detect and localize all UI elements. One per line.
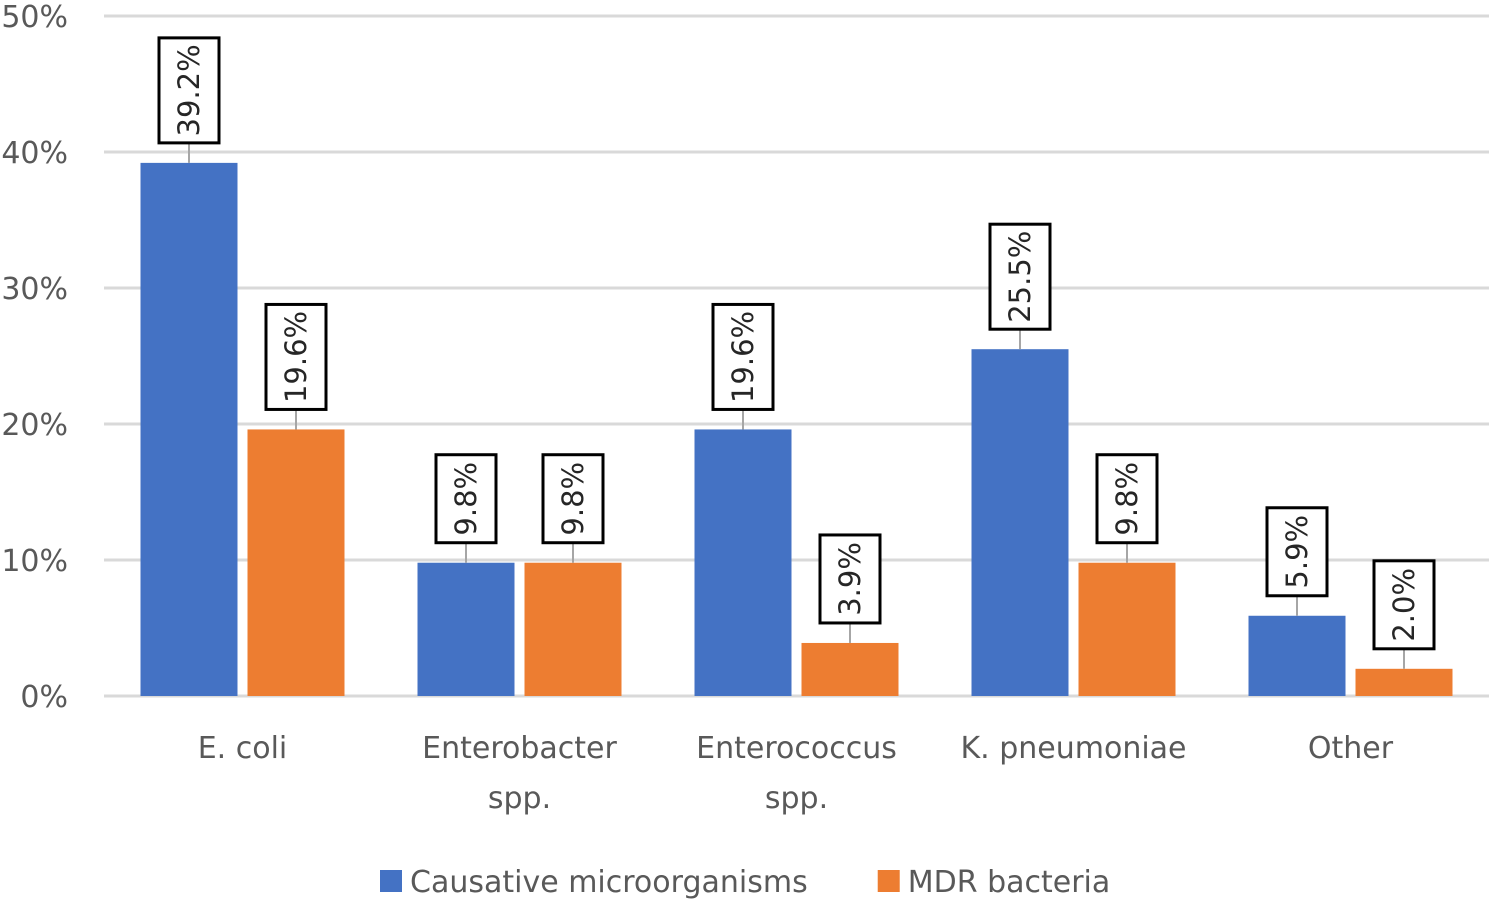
data-label-box	[157, 36, 221, 145]
y-tick-label: 50%	[1, 0, 68, 35]
data-label-box	[818, 533, 882, 625]
y-tick-label: 0%	[20, 680, 68, 715]
bar	[694, 429, 792, 696]
data-label: 9.8%	[449, 462, 483, 536]
bar	[971, 349, 1069, 696]
data-label: 9.8%	[1110, 462, 1144, 536]
y-tick-label: 40%	[1, 136, 68, 171]
y-tick-label: 30%	[1, 272, 68, 307]
data-label-box	[711, 302, 775, 411]
x-category-label: spp.	[488, 781, 551, 816]
data-label: 25.5%	[1003, 231, 1037, 323]
data-label: 19.6%	[279, 311, 313, 403]
bar	[524, 562, 622, 696]
data-label-box	[1095, 453, 1159, 545]
y-tick-label: 10%	[1, 544, 68, 579]
x-category-label: Enterobacter	[422, 731, 617, 766]
data-label: 5.9%	[1280, 515, 1314, 589]
x-axis: E. coli Enterobacter spp. Enterococcus spp. K…	[198, 731, 1394, 816]
x-category-label: Other	[1308, 731, 1394, 766]
data-label-box	[541, 453, 605, 545]
x-category-label: E. coli	[198, 731, 288, 766]
legend-swatch	[380, 870, 402, 892]
legend-label: MDR bacteria	[908, 865, 1111, 900]
legend-label: Causative microorganisms	[410, 865, 808, 900]
data-label-box	[264, 302, 328, 411]
data-label: 39.2%	[172, 44, 206, 136]
y-tick-label: 20%	[1, 408, 68, 443]
bar	[140, 162, 238, 696]
bars	[140, 162, 1453, 696]
x-category-label: K. pneumoniae	[960, 731, 1186, 766]
data-label-box	[1372, 559, 1436, 651]
bar	[1078, 562, 1176, 696]
bar	[417, 562, 515, 696]
bar	[801, 642, 899, 696]
data-label-box	[1265, 506, 1329, 598]
bar	[1248, 615, 1346, 696]
data-label: 3.9%	[833, 542, 867, 616]
x-category-label: spp.	[765, 781, 828, 816]
data-label: 19.6%	[726, 311, 760, 403]
bar	[247, 429, 345, 696]
data-labels: 39.2% 19.6% 9.8% 9.8% 19.6% 3.9% 25.5% 9.8% 5.9%…	[157, 36, 1436, 669]
bar	[1355, 668, 1453, 696]
x-category-label: Enterococcus	[696, 731, 897, 766]
legend-swatch	[877, 870, 900, 892]
y-axis: 0% 10% 20% 30% 40% 50%	[1, 0, 68, 715]
data-label-box	[988, 222, 1052, 331]
data-label-box	[434, 453, 498, 545]
legend: Causative microorganisms MDR bacteria	[380, 865, 1110, 900]
data-label: 9.8%	[556, 462, 590, 536]
data-label: 2.0%	[1387, 568, 1421, 642]
